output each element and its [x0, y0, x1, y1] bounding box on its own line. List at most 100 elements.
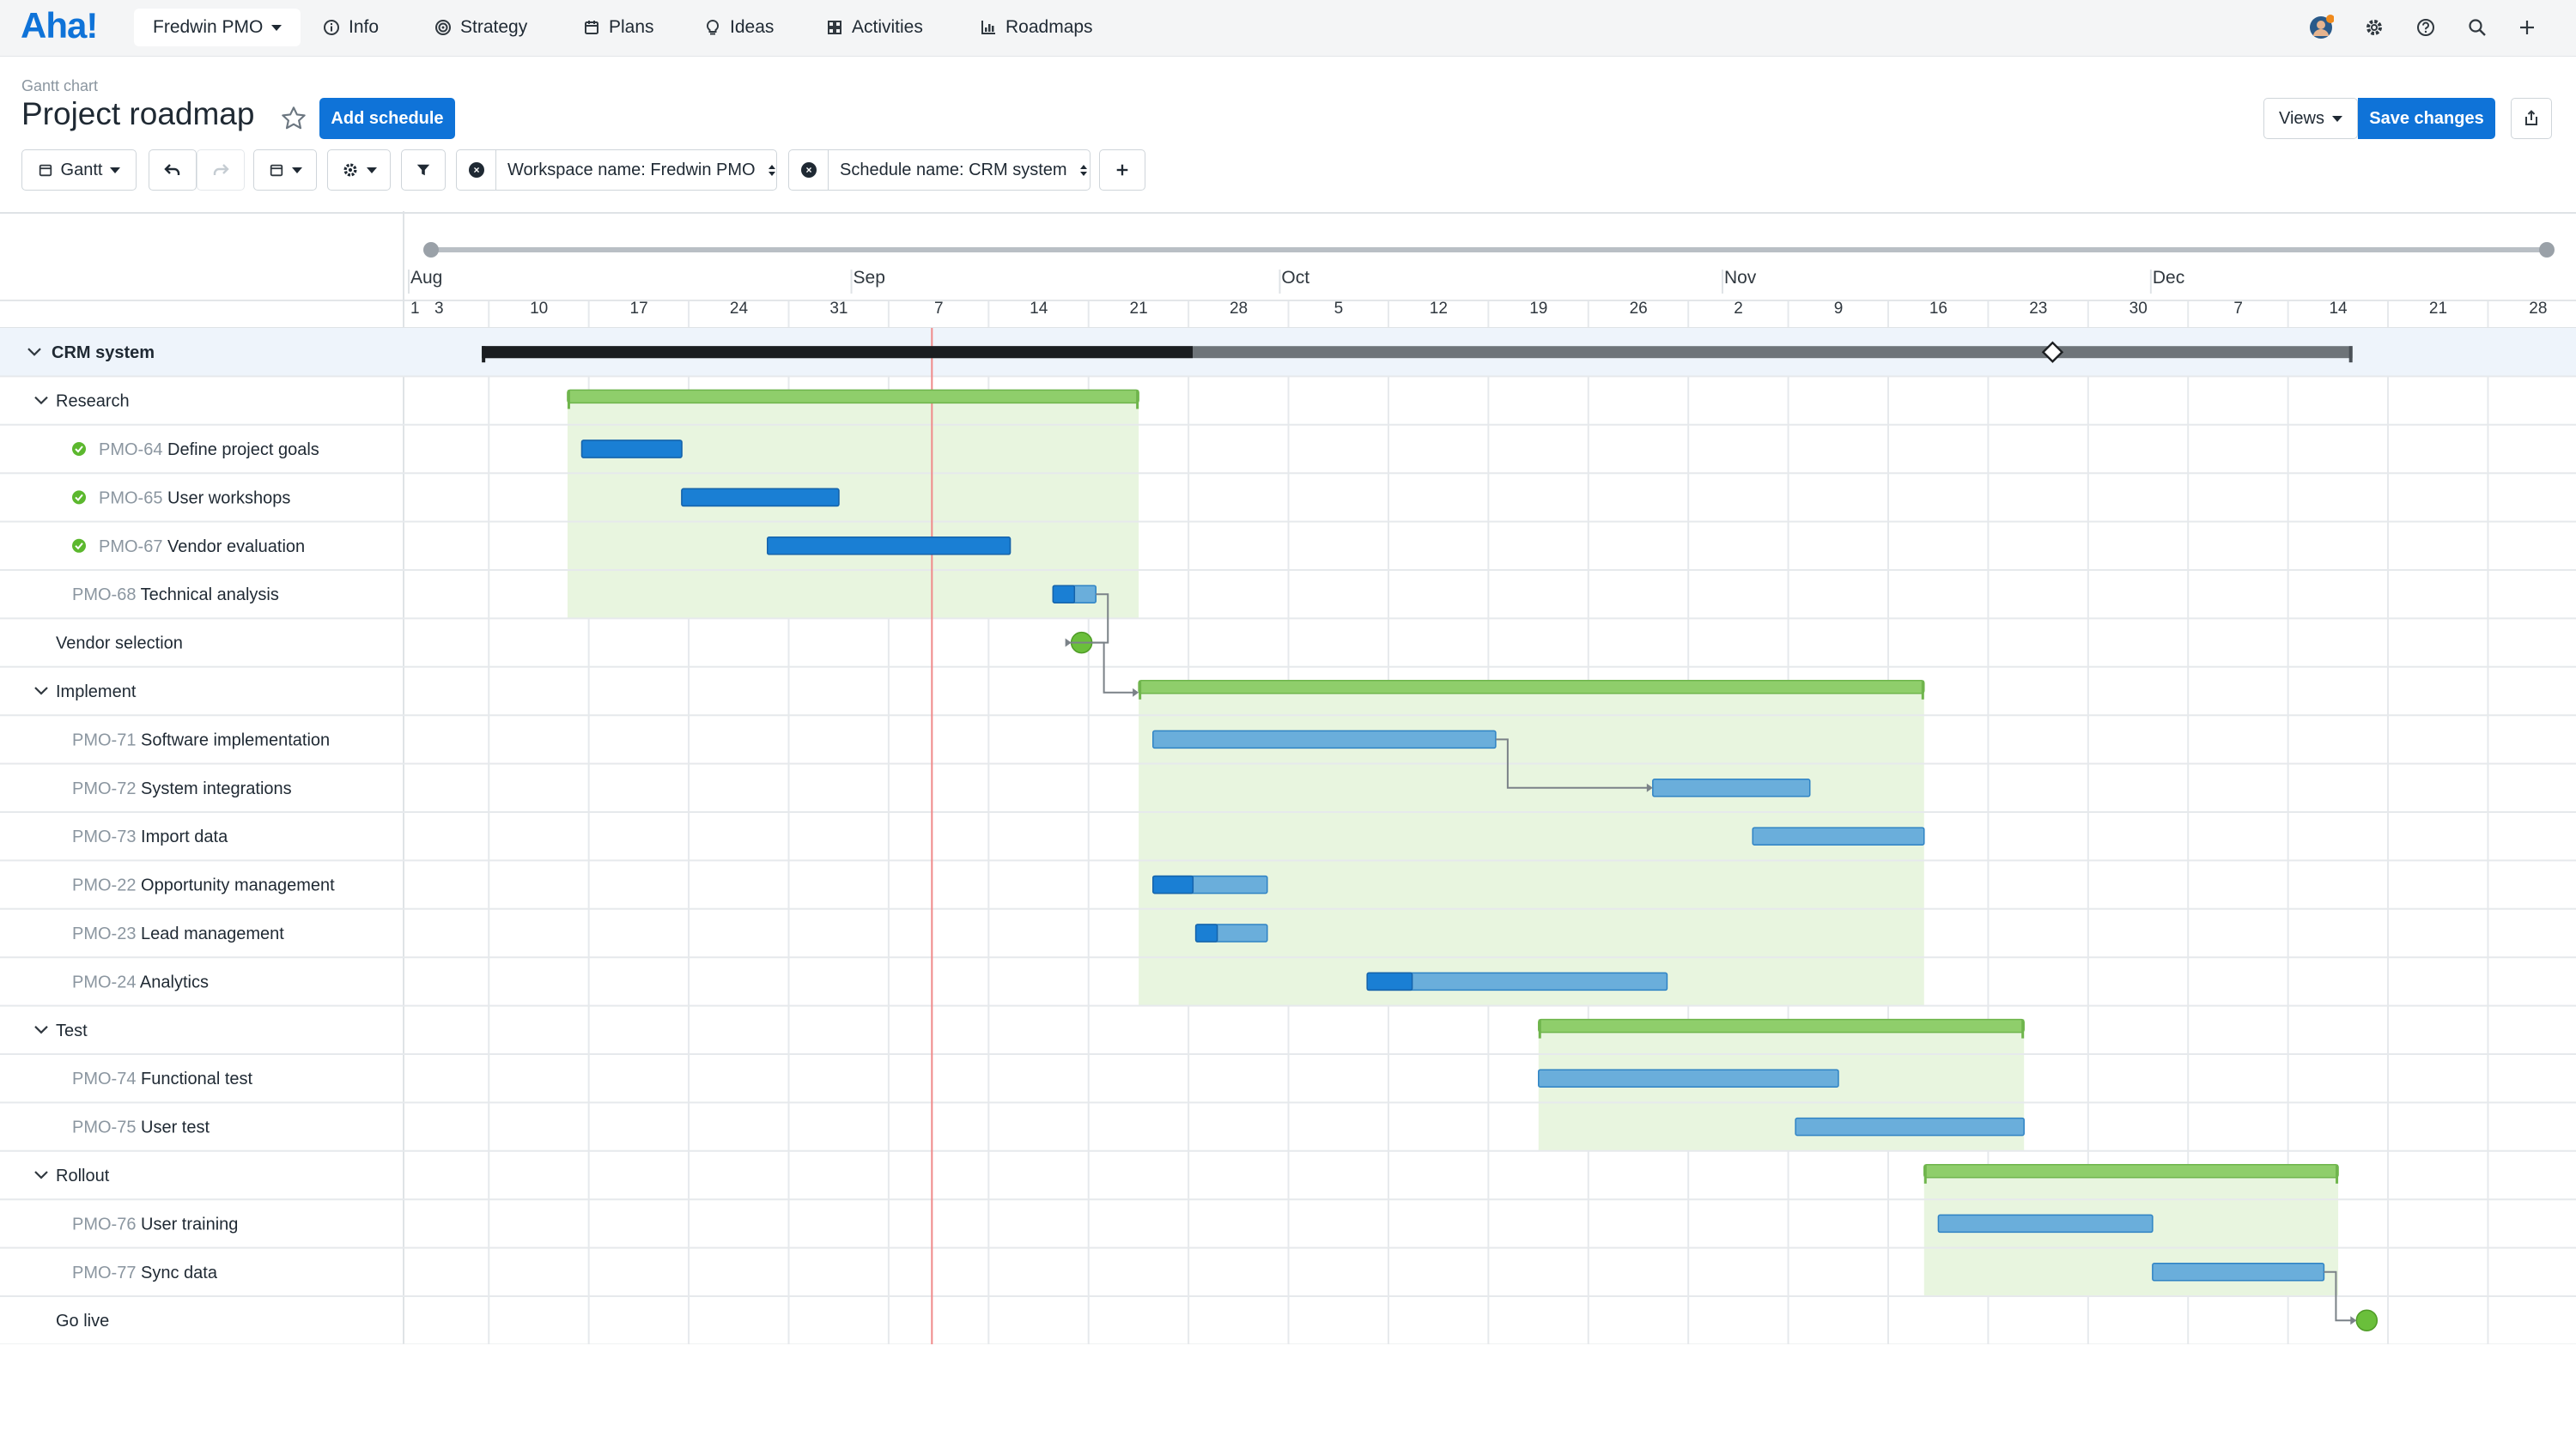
task-id: PMO-64 [99, 440, 162, 459]
gantt-row-group[interactable]: Rollout [34, 1164, 2339, 1185]
gantt-row-group[interactable]: Implement [34, 680, 1925, 701]
task-label[interactable]: PMO-22 Opportunity management [72, 876, 335, 895]
nav-item-strategy[interactable]: Strategy [434, 9, 527, 46]
task-label[interactable]: PMO-65 User workshops [99, 488, 290, 507]
task-label[interactable]: PMO-24 Analytics [72, 973, 209, 991]
add-schedule-button[interactable]: Add schedule [319, 98, 455, 139]
gantt-row-task[interactable]: PMO-64 Define project goals [72, 440, 683, 459]
date-range-button[interactable] [253, 149, 317, 191]
chevron-down-icon[interactable] [34, 1026, 48, 1034]
help-icon [2417, 19, 2434, 36]
group-bar[interactable] [1138, 680, 1925, 694]
zoom-slider-end-handle[interactable] [2539, 242, 2555, 258]
gantt-row-task[interactable]: PMO-24 Analytics [72, 972, 1668, 991]
nav-item-roadmaps[interactable]: Roadmaps [980, 9, 1093, 46]
chevron-down-icon[interactable] [34, 687, 48, 695]
gantt-row-task[interactable]: PMO-71 Software implementation [72, 730, 1497, 749]
views-button[interactable]: Views [2263, 98, 2358, 139]
view-select[interactable]: Gantt [21, 149, 137, 191]
nav-item-label: Strategy [460, 17, 528, 37]
group-name[interactable]: Test [56, 1022, 88, 1040]
add-filter-button[interactable] [1099, 149, 1145, 191]
task-bar[interactable] [1795, 1117, 2025, 1137]
task-bar[interactable] [1152, 730, 1497, 749]
gantt-row-task[interactable]: PMO-23 Lead management [72, 924, 1268, 943]
export-button[interactable] [2511, 98, 2552, 139]
zoom-slider-start-handle[interactable] [423, 242, 439, 258]
milestone-name[interactable]: Vendor selection [56, 634, 183, 653]
gantt-row-task[interactable]: PMO-68 Technical analysis [72, 585, 1097, 604]
gantt-row-task[interactable]: PMO-77 Sync data [72, 1263, 2325, 1282]
gantt-row-task[interactable]: PMO-74 Functional test [72, 1069, 1839, 1088]
save-changes-button[interactable]: Save changes [2358, 98, 2495, 139]
gantt-chart: Aug Sep Oct Nov Dec 1 3 10 17 24 31 7 14 21 28 5 12 19 26 2… [0, 211, 2576, 1344]
nav-item-plans[interactable]: Plans [583, 9, 654, 46]
undo-button[interactable] [149, 149, 197, 191]
check-circle-icon [72, 442, 86, 456]
gantt-row-group[interactable]: Research [34, 389, 1139, 411]
task-label[interactable]: PMO-74 Functional test [72, 1070, 253, 1088]
group-bar[interactable] [1538, 1018, 2025, 1034]
schedule-milestone-diamond[interactable] [2041, 341, 2064, 363]
help-button[interactable] [2413, 15, 2439, 40]
chevron-down-icon[interactable] [27, 348, 41, 356]
remove-filter-icon[interactable]: × [801, 162, 817, 178]
avatar[interactable] [2308, 15, 2334, 40]
group-name[interactable]: Research [56, 392, 130, 411]
task-label[interactable]: PMO-64 Define project goals [99, 440, 319, 459]
task-bar[interactable] [2152, 1263, 2325, 1282]
create-button[interactable] [2514, 15, 2540, 40]
milestone-marker[interactable] [2355, 1309, 2379, 1331]
schedule-filter[interactable]: × Schedule name: CRM system [788, 149, 1091, 191]
task-bar[interactable] [1652, 779, 1811, 797]
nav-item-ideas[interactable]: Ideas [704, 9, 774, 46]
gantt-row-group[interactable]: Test [34, 1018, 2025, 1040]
settings-dropdown[interactable] [327, 149, 391, 191]
task-bar[interactable] [1538, 1069, 1839, 1088]
group-name[interactable]: Implement [56, 682, 137, 701]
gantt-row-task[interactable]: PMO-75 User test [72, 1117, 2025, 1137]
chevron-down-icon[interactable] [34, 1171, 48, 1179]
task-label[interactable]: PMO-76 User training [72, 1215, 238, 1234]
favorite-button[interactable] [280, 105, 307, 136]
group-bar[interactable] [567, 389, 1139, 404]
task-label[interactable]: PMO-67 Vendor evaluation [99, 537, 305, 556]
gantt-row-task[interactable]: PMO-76 User training [72, 1214, 2154, 1234]
group-name[interactable]: Rollout [56, 1167, 110, 1185]
gantt-row-task[interactable]: PMO-73 Import data [72, 827, 1925, 846]
gantt-row-task[interactable]: PMO-22 Opportunity management [72, 875, 1268, 895]
task-label[interactable]: PMO-75 User test [72, 1119, 210, 1137]
task-label[interactable]: PMO-73 Import data [72, 828, 228, 846]
task-id: PMO-24 [72, 973, 136, 991]
task-label[interactable]: PMO-77 Sync data [72, 1264, 218, 1282]
task-label[interactable]: PMO-23 Lead management [72, 925, 284, 943]
milestone-name[interactable]: Go live [56, 1312, 109, 1331]
settings-button[interactable] [2361, 15, 2387, 40]
task-name: Sync data [136, 1264, 217, 1282]
dependency-arrow-head [2350, 1316, 2357, 1325]
group-bar[interactable] [1923, 1164, 2339, 1179]
gantt-row-task[interactable]: PMO-72 System integrations [72, 779, 1811, 798]
nav-item-info[interactable]: Info [323, 9, 379, 46]
filter-button[interactable] [401, 149, 446, 191]
workspace-selector[interactable]: Fredwin PMO [134, 9, 301, 46]
gantt-row-milestone[interactable]: Vendor selection [56, 631, 1093, 654]
sort-updown-icon [768, 164, 775, 176]
remove-filter-icon[interactable]: × [469, 162, 484, 178]
aha-logo[interactable]: Aha! [21, 5, 98, 45]
schedule-name[interactable]: CRM system [52, 343, 155, 362]
top-navigation: Aha! Fredwin PMO Info Strategy Plans Ide… [0, 0, 2576, 57]
workspace-filter[interactable]: × Workspace name: Fredwin PMO [456, 149, 777, 191]
task-label[interactable]: PMO-71 Software implementation [72, 731, 330, 749]
task-label[interactable]: PMO-72 System integrations [72, 779, 292, 798]
gantt-row-task[interactable]: PMO-67 Vendor evaluation [72, 537, 1012, 556]
task-label[interactable]: PMO-68 Technical analysis [72, 585, 279, 604]
task-bar[interactable] [1752, 827, 1925, 846]
gantt-row-task[interactable]: PMO-65 User workshops [72, 488, 840, 507]
gantt-row-schedule[interactable]: CRM system [27, 341, 2353, 363]
nav-item-activities[interactable]: Activities [826, 9, 923, 46]
task-bar[interactable] [1937, 1214, 2154, 1234]
redo-button[interactable] [197, 149, 245, 191]
chevron-down-icon[interactable] [34, 396, 48, 405]
search-button[interactable] [2464, 15, 2490, 40]
